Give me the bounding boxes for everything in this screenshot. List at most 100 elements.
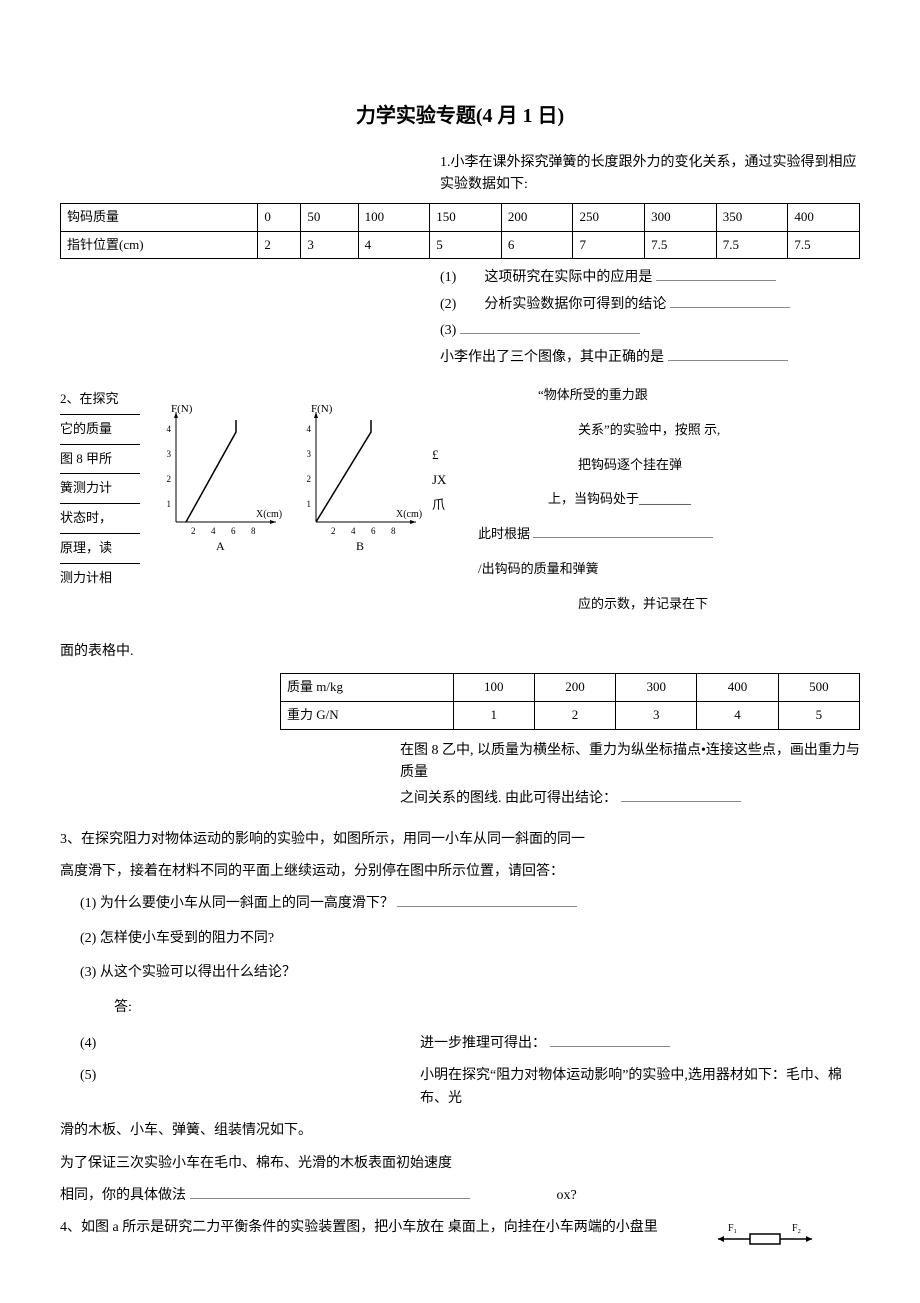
table-cell: 1 (453, 701, 534, 729)
table-cell: 300 (616, 673, 697, 701)
table-cell: 200 (534, 673, 615, 701)
table-cell: 200 (501, 203, 573, 231)
table-cell: 7.5 (788, 231, 860, 259)
table-cell: 3 (616, 701, 697, 729)
q3-line5: 相同，你的具体做法 (60, 1188, 186, 1203)
q2-left-line: 2、在探究 (60, 385, 140, 415)
q2-t2-row2-label: 重力 G/N (281, 701, 454, 729)
q2-left-line: 状态时， (60, 504, 140, 534)
q2-mid-column: £ JX 爪 (432, 385, 472, 515)
q2-left-line: 原理，读 (60, 534, 140, 564)
q2-left-column: 2、在探究 它的质量 图 8 甲所 簧测力计 状态时， 原理，读 测力计相 (60, 385, 140, 593)
q2-right-line: 上，当钩码处于________ (548, 489, 860, 510)
q3-line4: 为了保证三次实验小车在毛巾、棉布、光滑的木板表面初始速度 (60, 1153, 860, 1175)
svg-text:3: 3 (167, 449, 172, 459)
svg-text:2: 2 (191, 526, 196, 536)
table-cell: 6 (501, 231, 573, 259)
table-cell: 2 (258, 231, 301, 259)
blank-line (668, 347, 788, 361)
q3-line5-row: 相同，你的具体做法 ox? (60, 1185, 860, 1207)
table-cell: 100 (453, 673, 534, 701)
q3-s5-left: (5) (80, 1065, 400, 1110)
table-cell: 2 (534, 701, 615, 729)
q3-line1: 3、在探究阻力对物体运动的影响的实验中，如图所示，用同一小车从同一斜面的同一 (60, 829, 860, 851)
svg-text:6: 6 (231, 526, 236, 536)
svg-text:2: 2 (307, 474, 312, 484)
blank-line (397, 893, 577, 907)
blank-line (550, 1033, 670, 1047)
force-diagram-icon: F₁ F₂ (710, 1221, 820, 1249)
q1-sub3-text: (3) (440, 323, 456, 338)
q2-right-column: “物体所受的重力跟 关系”的实验中，按照 示, 把钩码逐个挂在弹 上，当钩码处于… (478, 385, 860, 629)
table-cell: 3 (301, 231, 358, 259)
q1-row2-label: 指针位置(cm) (61, 231, 258, 259)
table-cell: 4 (697, 701, 778, 729)
blank-line (460, 320, 640, 334)
fn-chart-icon: F(N) 4 3 2 1 2 4 6 8 X(cm) A F(N) (146, 397, 426, 557)
q3-s4-row: (4) 进一步推理可得出： (60, 1033, 860, 1055)
table-cell: 300 (645, 203, 717, 231)
q2-post1: 在图 8 乙中, 以质量为横坐标、重力为纵坐标描点•连接这些点，画出重力与质量 (400, 740, 860, 785)
q2-left-line: 图 8 甲所 (60, 445, 140, 475)
q2-table: 质量 m/kg 100 200 300 400 500 重力 G/N 1 2 3… (280, 673, 860, 730)
q1-intro: 1.小李在课外探究弹簧的长度跟外力的变化关系，通过实验得到相应实验数据如下: (440, 152, 860, 197)
q3-line2: 高度滑下，接着在材料不同的平面上继续运动，分别停在图中所示位置，请回答： (60, 861, 860, 883)
svg-text:1: 1 (167, 499, 172, 509)
q2-left-line: 测力计相 (60, 564, 140, 593)
q2-right-line: 把钩码逐个挂在弹 (578, 455, 860, 476)
blank-line (621, 788, 741, 802)
table-cell: 500 (778, 673, 859, 701)
q1-sub3: (3) (440, 320, 860, 342)
axis-label: F(N) (311, 403, 333, 415)
q2-post2: 之间关系的图线. 由此可得出结论： (400, 788, 860, 810)
q3-s4-right-text: 进一步推理可得出： (420, 1036, 546, 1051)
blank-line (656, 267, 776, 281)
q4-diagram: F₁ F₂ (710, 1221, 820, 1257)
svg-text:X(cm): X(cm) (396, 509, 422, 520)
q2-mid-line: JX (432, 470, 472, 491)
q2-mid-line: 爪 (432, 495, 472, 516)
table-cell: 400 (697, 673, 778, 701)
q2-right-top: “物体所受的重力跟 (538, 385, 860, 406)
q2-right-line: 此时根据 (478, 524, 860, 545)
q1-sub2-text: (2) 分析实验数据你可得到的结论 (440, 297, 666, 312)
q3-s2: (2) 怎样使小车受到的阻力不同? (80, 928, 860, 950)
svg-text:1: 1 (307, 499, 312, 509)
blank-line (670, 294, 790, 308)
table-cell: 5 (778, 701, 859, 729)
blank-line (533, 525, 713, 538)
svg-text:4: 4 (211, 526, 216, 536)
svg-text:F₂: F₂ (792, 1223, 801, 1234)
table-cell: 7 (573, 231, 645, 259)
q2-section: 2、在探究 它的质量 图 8 甲所 簧测力计 状态时， 原理，读 测力计相 F(… (60, 385, 860, 629)
svg-text:4: 4 (351, 526, 356, 536)
q1-row1-label: 钩码质量 (61, 203, 258, 231)
axis-label: F(N) (171, 403, 193, 415)
svg-text:3: 3 (307, 449, 312, 459)
table-cell: 0 (258, 203, 301, 231)
q3-section: 3、在探究阻力对物体运动的影响的实验中，如图所示，用同一小车从同一斜面的同一 高… (60, 829, 860, 1208)
q1-sub3b-text: 小李作出了三个图像，其中正确的是 (440, 350, 664, 365)
chart-label-b: B (356, 539, 364, 553)
q2-t2-row1-label: 质量 m/kg (281, 673, 454, 701)
svg-text:4: 4 (307, 424, 312, 434)
chart-label-a: A (216, 539, 225, 553)
q2-chart: F(N) 4 3 2 1 2 4 6 8 X(cm) A F(N) (146, 385, 426, 565)
table-cell: 7.5 (645, 231, 717, 259)
table-cell: 7.5 (716, 231, 788, 259)
svg-text:6: 6 (371, 526, 376, 536)
q2-right-line-text: 此时根据 (478, 526, 530, 541)
q1-table: 钩码质量 0 50 100 150 200 250 300 350 400 指针… (60, 203, 860, 260)
page-title: 力学实验专题(4 月 1 日) (60, 100, 860, 132)
q3-s5-row: (5) 小明在探究“阻力对物体运动影响”的实验中,选用器材如下：毛巾、棉布、光 (60, 1065, 860, 1110)
q1-sub1-text: (1) 这项研究在实际中的应用是 (440, 270, 652, 285)
q3-s4-right: 进一步推理可得出： (420, 1033, 860, 1055)
q1-sub3b: 小李作出了三个图像，其中正确的是 (440, 347, 860, 369)
svg-text:4: 4 (167, 424, 172, 434)
table-cell: 150 (430, 203, 502, 231)
svg-text:8: 8 (391, 526, 396, 536)
svg-text:2: 2 (167, 474, 172, 484)
q2-right-line: 应的示数，并记录在下 (578, 594, 860, 615)
table-cell: 400 (788, 203, 860, 231)
blank-line (190, 1185, 470, 1199)
